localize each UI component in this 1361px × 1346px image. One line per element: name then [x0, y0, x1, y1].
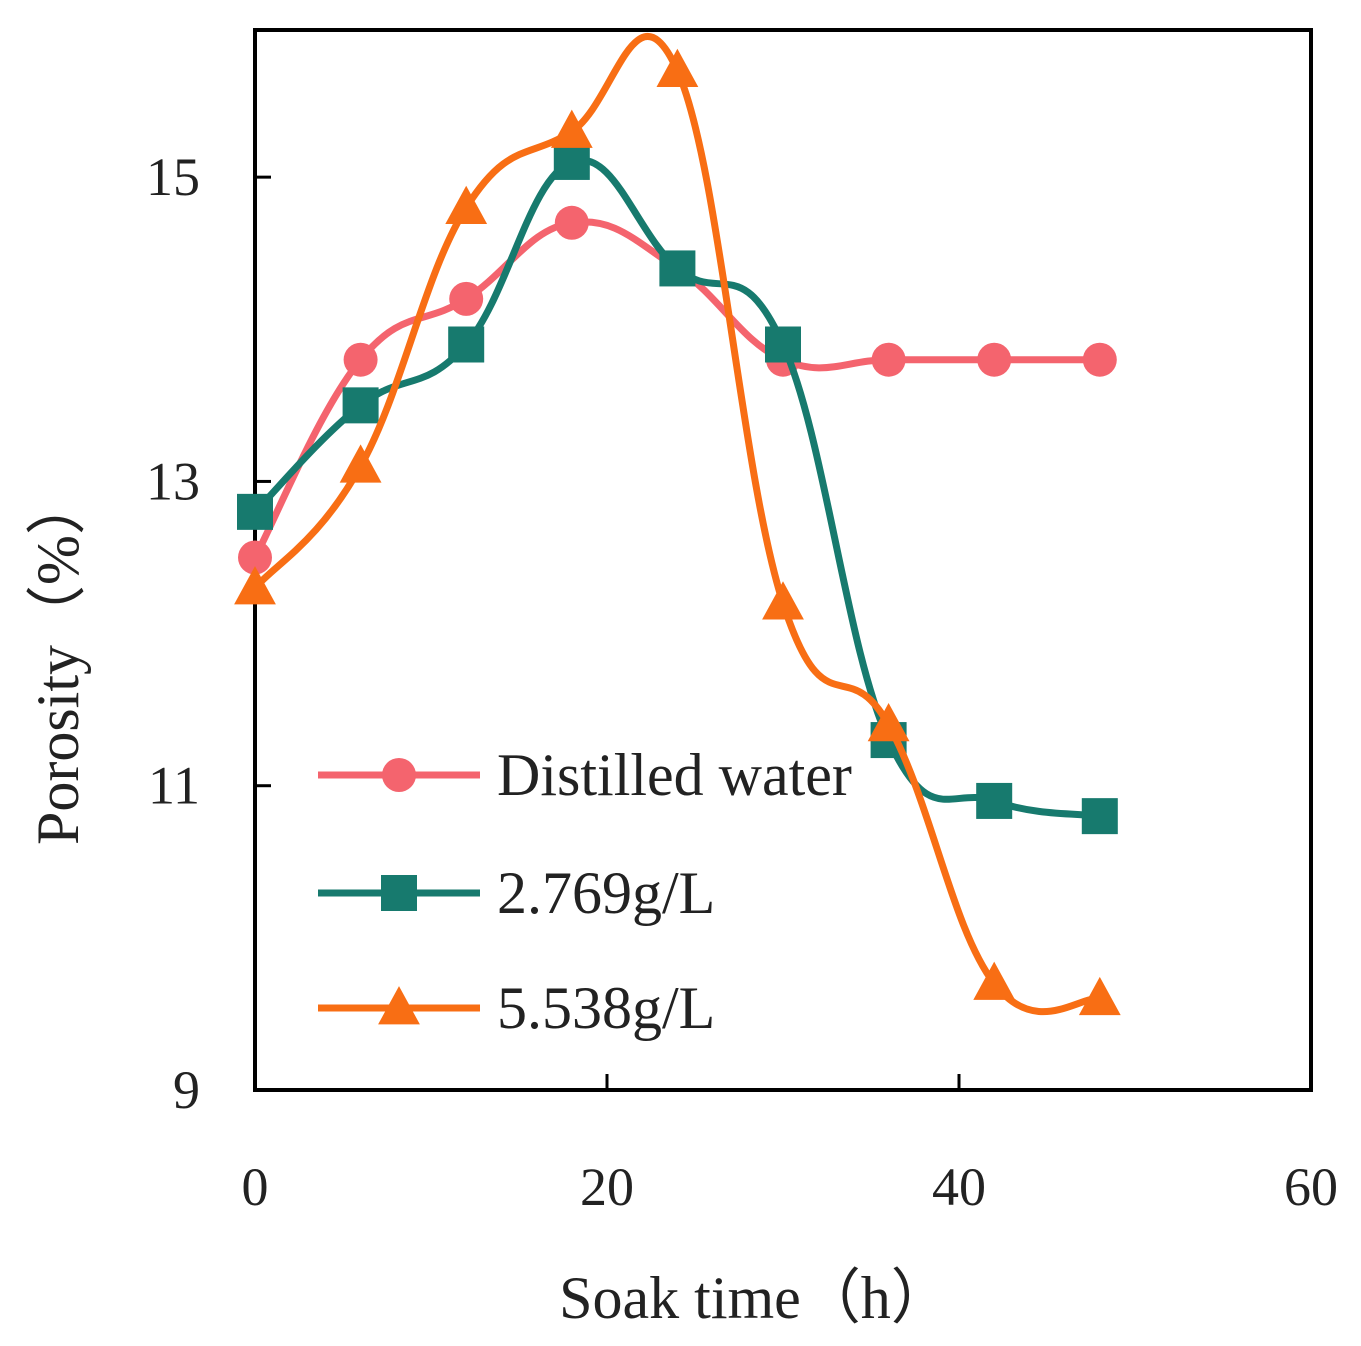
legend: Distilled water 2.769g/L 5.538g/L	[318, 742, 852, 1041]
data-point	[234, 566, 276, 605]
legend-item-1: Distilled water	[318, 742, 852, 808]
data-point	[977, 342, 1012, 377]
x-axis-title: Soak time（h）	[559, 1265, 951, 1331]
y-axis-title: Porosity（%）	[25, 475, 91, 845]
data-point	[762, 581, 804, 620]
y-tick-label: 15	[146, 147, 200, 207]
legend-label: 2.769g/L	[497, 860, 715, 926]
legend-item-2: 2.769g/L	[318, 860, 715, 926]
data-point	[867, 703, 910, 742]
data-point	[1081, 798, 1118, 835]
plot-area	[253, 28, 1313, 1092]
series-3	[234, 33, 1121, 1016]
series-line	[251, 33, 1104, 1016]
data-point	[445, 185, 488, 224]
x-tick-label: 40	[932, 1157, 986, 1217]
plot-frame	[253, 28, 1313, 1092]
data-point	[976, 782, 1013, 819]
data-point	[871, 342, 906, 377]
data-point	[448, 326, 485, 363]
legend-marker	[382, 758, 416, 792]
data-point	[553, 143, 590, 180]
x-tick-label: 60	[1284, 1157, 1338, 1217]
series-2	[237, 143, 1118, 835]
legend-item-3: 5.538g/L	[318, 975, 715, 1041]
data-point	[765, 326, 801, 363]
data-point	[238, 540, 272, 575]
data-point	[343, 342, 378, 377]
data-point	[550, 109, 593, 148]
series-group	[234, 33, 1121, 1016]
x-tick-label: 0	[242, 1157, 269, 1217]
legend-marker	[378, 986, 420, 1025]
y-tick-label: 11	[148, 756, 200, 816]
x-tick-label: 20	[580, 1157, 634, 1217]
data-point	[659, 250, 696, 287]
data-point	[339, 444, 382, 483]
data-point	[449, 281, 484, 316]
data-point	[237, 493, 273, 530]
legend-label: 5.538g/L	[497, 975, 715, 1041]
y-tick-label: 13	[146, 451, 200, 511]
data-point	[973, 961, 1016, 1000]
y-tick-label: 9	[173, 1060, 200, 1120]
data-point	[1082, 342, 1117, 377]
legend-label: Distilled water	[497, 742, 852, 808]
axis-ticks: 0 20 40 60 9 11 13 15	[146, 147, 1338, 1217]
data-point	[1078, 976, 1121, 1016]
data-point	[554, 205, 589, 240]
data-point	[656, 48, 699, 88]
data-point	[342, 387, 379, 424]
legend-marker	[381, 875, 417, 911]
